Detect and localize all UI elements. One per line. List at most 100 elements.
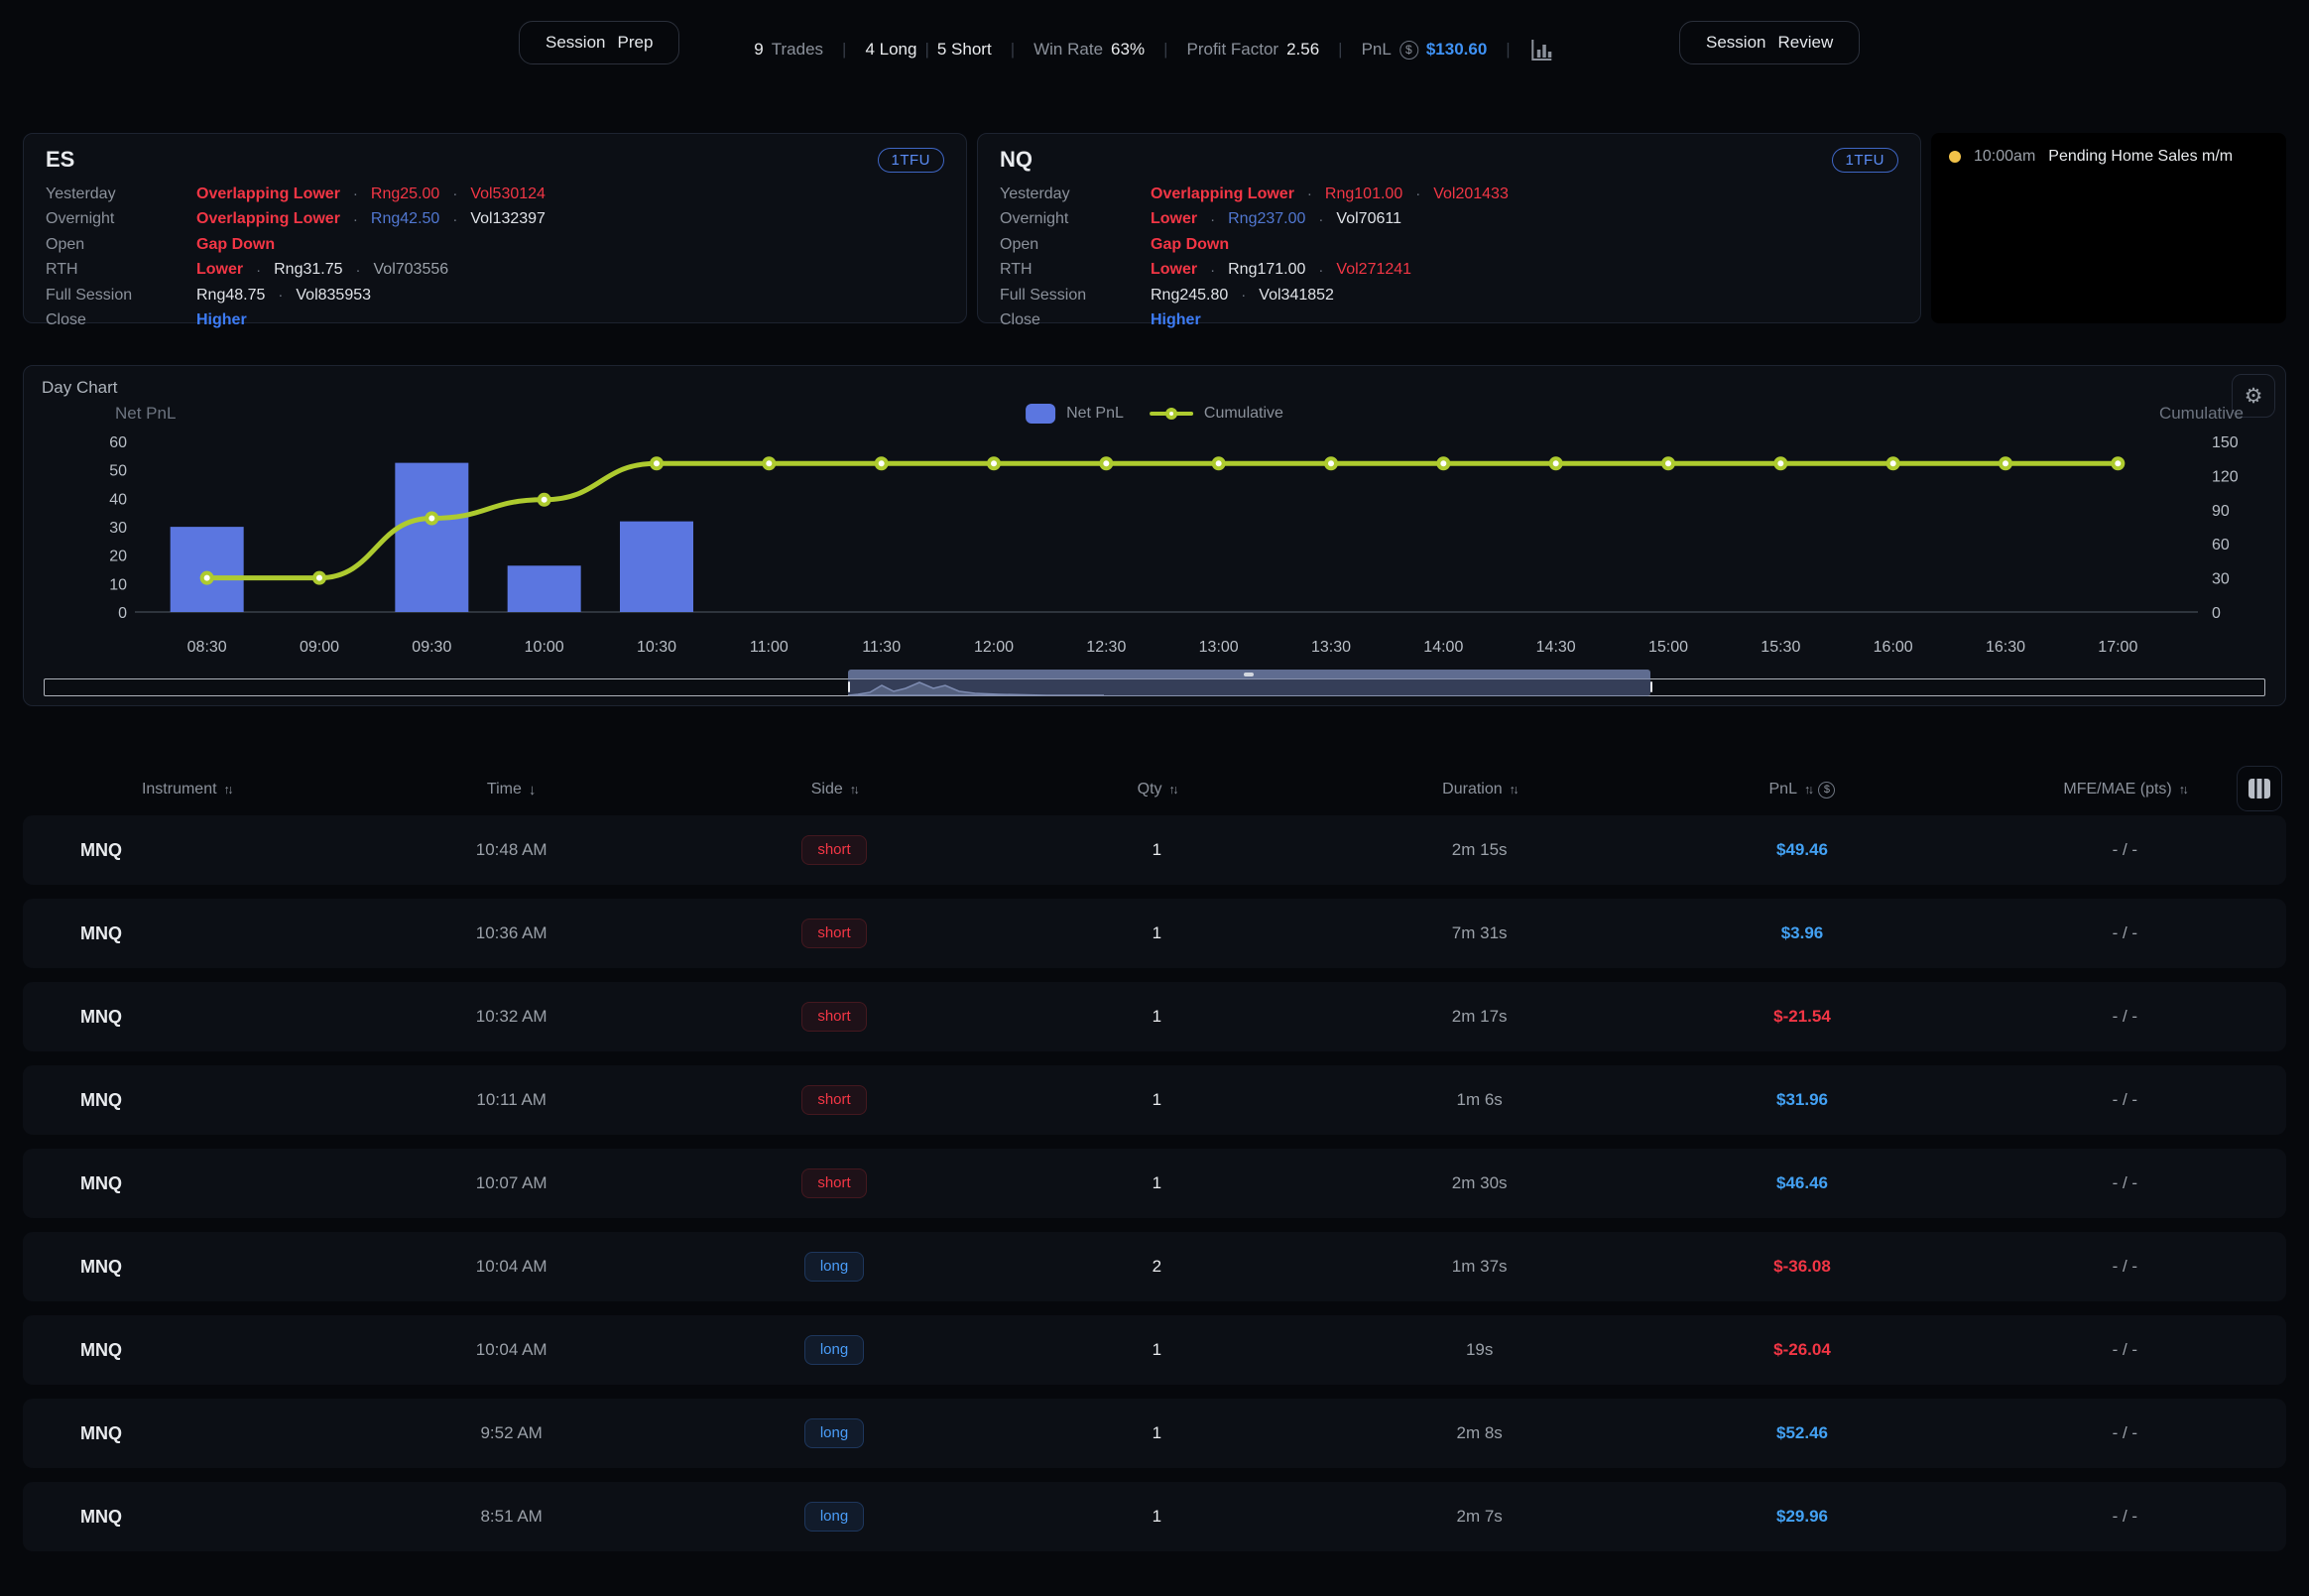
- table-row[interactable]: MNQ 8:51 AM long 1 2m 7s $29.96 - / -: [23, 1482, 2286, 1551]
- instrument-symbol: ES: [46, 147, 75, 172]
- news-bullet-icon: [1949, 151, 1961, 163]
- instrument-cell: MNQ: [80, 1256, 122, 1277]
- table-row[interactable]: MNQ 10:04 AM long 1 19s $-26.04 - / -: [23, 1315, 2286, 1385]
- stats-chart-button[interactable]: [1529, 37, 1555, 62]
- chart-settings-button[interactable]: ⚙: [2232, 374, 2275, 418]
- separator: |: [924, 40, 929, 59]
- sort-down-icon: ↓: [528, 781, 537, 798]
- columns-icon: [2248, 779, 2270, 798]
- trades-label: Trades: [771, 40, 824, 59]
- mfe-mae-cell: - / -: [2112, 1173, 2138, 1192]
- pnl-cell: $52.46: [1775, 1423, 1828, 1442]
- pnl-cell: $-36.08: [1773, 1257, 1831, 1276]
- legend-cumulative[interactable]: Cumulative: [1149, 405, 1283, 423]
- column-header-qty[interactable]: Qty ↑↓: [996, 781, 1318, 798]
- svg-text:08:30: 08:30: [187, 639, 227, 656]
- stat-value: Rng237.00: [1228, 210, 1306, 228]
- table-row[interactable]: MNQ 9:52 AM long 1 2m 8s $52.46 - / -: [23, 1399, 2286, 1468]
- columns-settings-button[interactable]: [2237, 766, 2282, 811]
- table-row[interactable]: MNQ 10:48 AM short 1 2m 15s $49.46 - / -: [23, 815, 2286, 885]
- column-header-side[interactable]: Side ↑↓: [672, 781, 995, 798]
- slider-selection[interactable]: [847, 670, 1650, 696]
- tfu-badge[interactable]: 1TFU: [1831, 147, 1898, 173]
- side-badge: short: [801, 1002, 867, 1032]
- table-row[interactable]: MNQ 10:32 AM short 1 2m 17s $-21.54 - / …: [23, 982, 2286, 1051]
- separator-dot-icon: ·: [355, 261, 361, 279]
- separator-dot-icon: ·: [352, 185, 358, 203]
- gear-icon: ⚙: [2244, 384, 2263, 408]
- side-cell: short: [672, 919, 995, 948]
- mfe-mae-cell: - / -: [2112, 923, 2138, 942]
- separator-dot-icon: ·: [1241, 287, 1247, 305]
- profit-factor-label: Profit Factor: [1186, 40, 1279, 59]
- stat-label: Yesterday: [46, 184, 116, 202]
- table-row[interactable]: MNQ 10:07 AM short 1 2m 30s $46.46 - / -: [23, 1149, 2286, 1218]
- stat-label: Open: [46, 235, 85, 253]
- session-prep-button[interactable]: Session Prep: [519, 21, 680, 64]
- column-header-duration[interactable]: Duration ↑↓: [1318, 781, 1641, 798]
- stat-label: Full Session: [1000, 286, 1087, 304]
- chart-range-slider[interactable]: [44, 668, 2265, 697]
- instrument-cell: MNQ: [80, 922, 122, 943]
- tfu-badge[interactable]: 1TFU: [877, 147, 944, 173]
- column-header-pnl[interactable]: PnL ↑↓ $: [1641, 781, 1963, 798]
- time-cell: 10:11 AM: [476, 1090, 547, 1109]
- table-row[interactable]: MNQ 10:11 AM short 1 1m 6s $31.96 - / -: [23, 1065, 2286, 1135]
- column-label: Side: [810, 781, 843, 798]
- session-stat-row: Yesterday Overlapping Lower · Rng25.00 · Vol…: [46, 182, 944, 207]
- short-count: 5 Short: [936, 40, 992, 59]
- pnl-value: $130.60: [1425, 40, 1488, 59]
- day-chart[interactable]: 0 10 20 30 40 50 60 0 30 60 90 120 150 08:30 09:00 09:3…: [42, 428, 2267, 658]
- side-cell: short: [672, 835, 995, 865]
- side-cell: long: [672, 1252, 995, 1282]
- side-badge: long: [803, 1335, 865, 1365]
- stat-value: Vol835953: [296, 286, 372, 304]
- instrument-cell: MNQ: [80, 1506, 122, 1527]
- legend-net-pnl[interactable]: Net PnL: [1026, 404, 1124, 424]
- slider-right-handle[interactable]: [1649, 681, 1653, 692]
- column-header-instrument[interactable]: Instrument ↑↓: [23, 781, 350, 798]
- session-prep-label-2: Prep: [617, 33, 654, 52]
- side-cell: long: [672, 1418, 995, 1448]
- svg-text:60: 60: [109, 434, 127, 451]
- stat-value: Overlapping Lower: [1151, 184, 1294, 202]
- side-badge: short: [801, 835, 867, 865]
- table-row[interactable]: MNQ 10:36 AM short 1 7m 31s $3.96 - / -: [23, 899, 2286, 968]
- sort-icon: ↑↓: [1803, 783, 1814, 797]
- stat-value: Rng48.75: [196, 286, 266, 304]
- separator-dot-icon: ·: [1415, 185, 1421, 203]
- slider-handle[interactable]: [1244, 673, 1255, 676]
- slider-left-handle[interactable]: [847, 681, 851, 692]
- pnl-cell: $46.46: [1775, 1173, 1828, 1192]
- stat-value: Rng245.80: [1151, 286, 1229, 304]
- svg-text:50: 50: [109, 463, 127, 480]
- side-cell: long: [672, 1335, 995, 1365]
- svg-text:40: 40: [109, 491, 127, 508]
- session-stat-row: Full Session Rng245.80 · Vol341852: [1000, 283, 1898, 308]
- dollar-circle-icon: $: [1398, 40, 1418, 60]
- duration-cell: 2m 15s: [1451, 840, 1508, 859]
- right-axis-title: Cumulative: [2158, 404, 2244, 423]
- news-item[interactable]: 10:00am Pending Home Sales m/m: [1949, 148, 2268, 166]
- column-label: PnL: [1768, 781, 1797, 798]
- side-cell: short: [672, 1168, 995, 1198]
- news-title: Pending Home Sales m/m: [2048, 148, 2234, 165]
- stat-label: RTH: [1000, 261, 1033, 279]
- svg-text:12:30: 12:30: [1086, 639, 1126, 656]
- bar-chart-icon: [1531, 40, 1552, 61]
- stat-value: Gap Down: [196, 235, 276, 253]
- legend-line-marker-icon: [1149, 408, 1193, 420]
- time-cell: 10:32 AM: [475, 1007, 547, 1026]
- svg-text:10:00: 10:00: [525, 639, 564, 656]
- duration-cell: 19s: [1465, 1340, 1494, 1359]
- session-review-button[interactable]: Session Review: [1679, 21, 1861, 64]
- side-cell: short: [672, 1085, 995, 1115]
- column-header-mfe-mae-pts[interactable]: MFE/MAE (pts) ↑↓: [1964, 781, 2286, 798]
- svg-text:09:00: 09:00: [300, 639, 339, 656]
- table-row[interactable]: MNQ 10:04 AM long 2 1m 37s $-36.08 - / -: [23, 1232, 2286, 1301]
- session-stat-row: Close Higher: [46, 308, 944, 334]
- duration-cell: 2m 7s: [1456, 1507, 1503, 1526]
- legend-bar-swatch-icon: [1026, 404, 1056, 424]
- column-header-time[interactable]: Time ↓: [350, 781, 672, 798]
- session-stat-row: Overnight Overlapping Lower · Rng42.50 · Vol…: [46, 207, 944, 233]
